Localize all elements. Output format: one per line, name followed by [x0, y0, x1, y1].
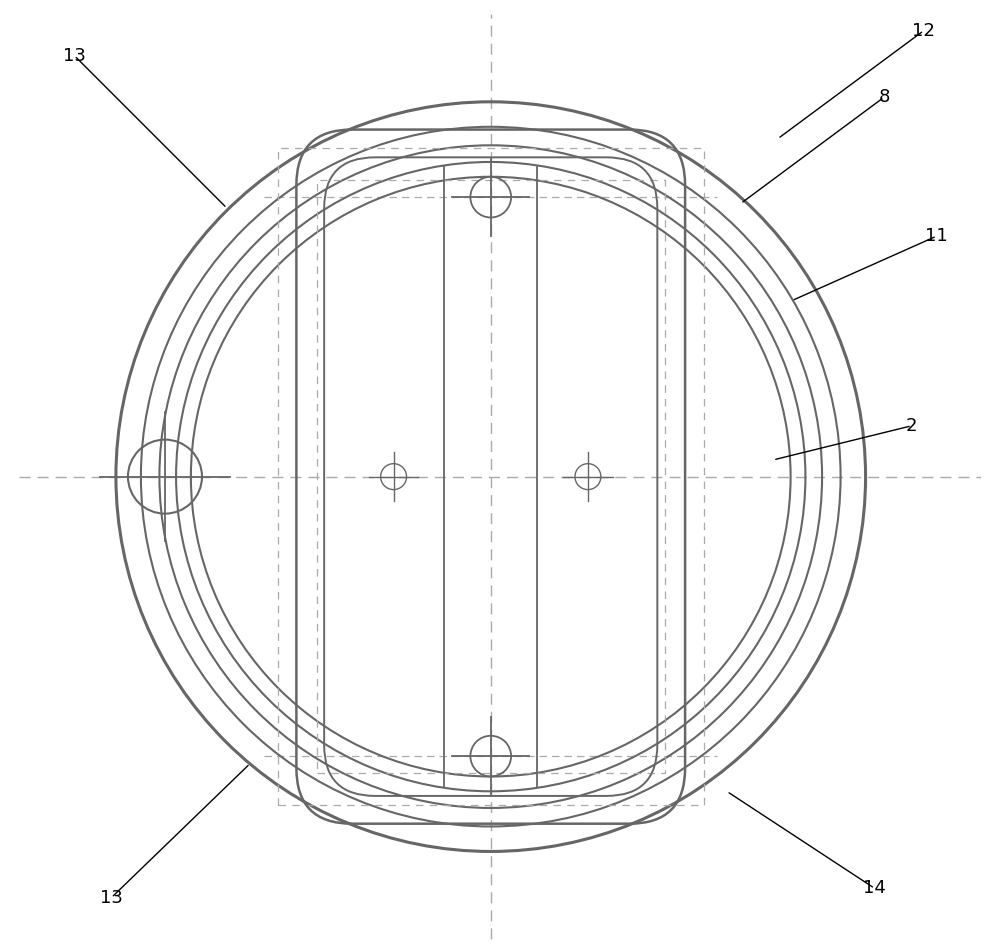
Text: 12: 12 [912, 22, 935, 40]
Text: 13: 13 [63, 46, 86, 64]
Text: 2: 2 [906, 416, 918, 435]
Text: 14: 14 [863, 880, 886, 898]
Text: 11: 11 [925, 227, 948, 245]
Text: 13: 13 [100, 888, 123, 907]
Text: 8: 8 [878, 88, 890, 106]
Bar [317, 180, 665, 773]
Bar [278, 148, 704, 805]
